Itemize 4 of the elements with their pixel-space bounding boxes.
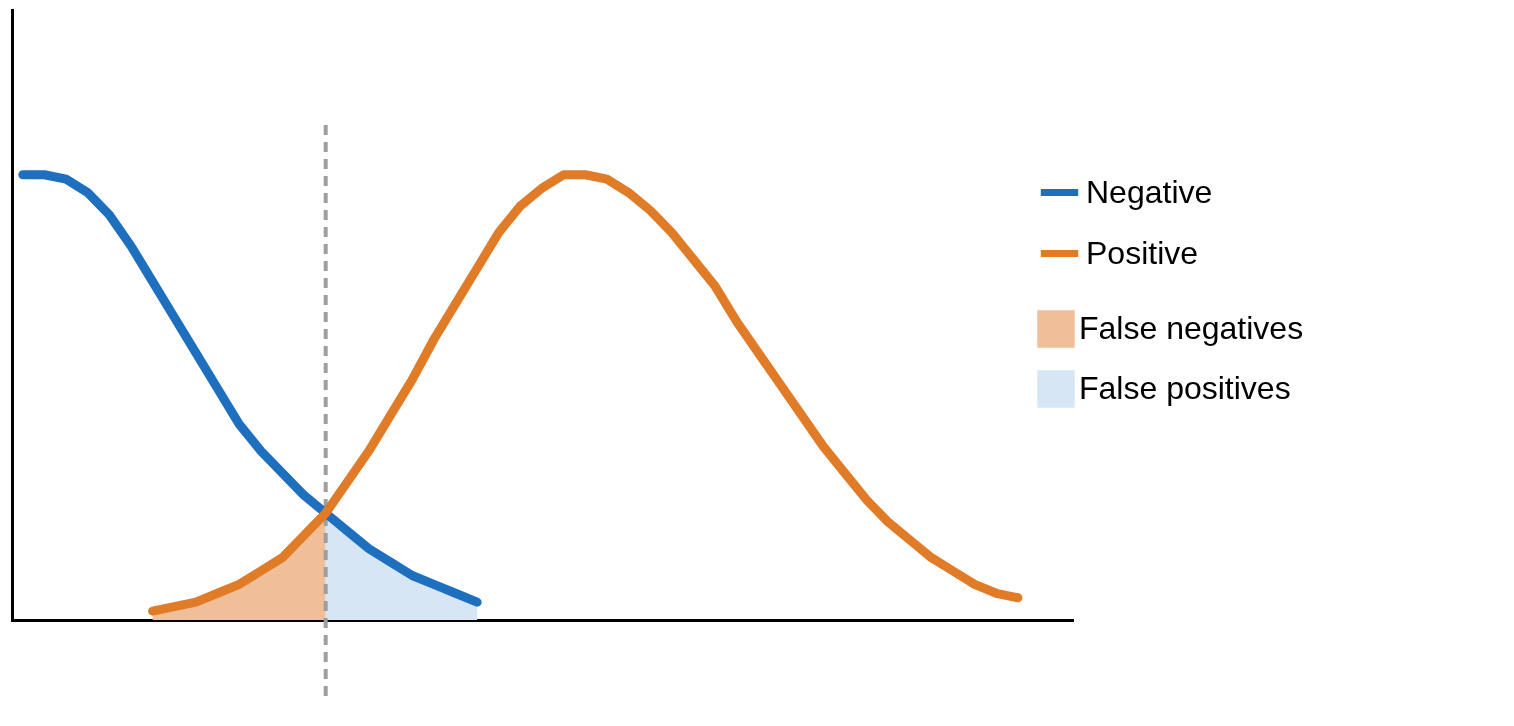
legend-label: False negatives bbox=[1079, 310, 1304, 346]
legend-label: Negative bbox=[1086, 173, 1213, 210]
legend-label: False positives bbox=[1079, 370, 1291, 406]
legend-label: Positive bbox=[1086, 234, 1199, 271]
